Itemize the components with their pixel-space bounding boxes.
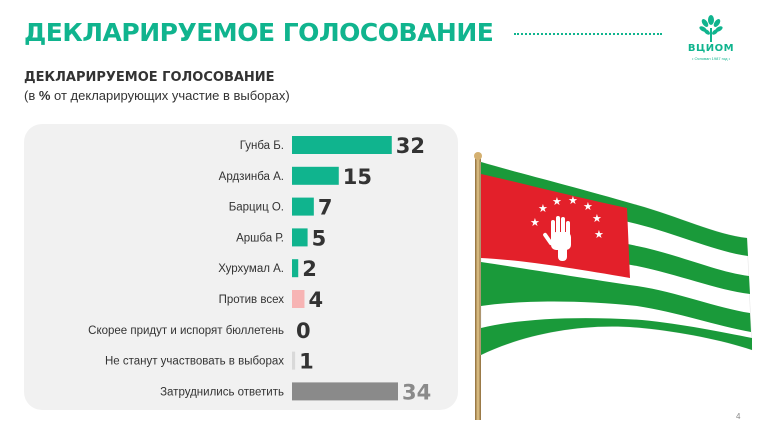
- svg-text:★: ★: [552, 195, 562, 208]
- value-label: 4: [308, 288, 323, 312]
- page-number: 4: [736, 412, 741, 421]
- logo-tagline: • Основан 1987 год •: [691, 56, 731, 61]
- title-divider: [514, 33, 662, 35]
- chart-panel: Гунба Б. 32 Ардзинба А. 15 Барциц О. 7 Аршба Р…: [24, 124, 458, 410]
- category-label: Против всех: [219, 294, 285, 306]
- category-label: Ардзинба А.: [219, 171, 284, 183]
- category-label: Аршба Р.: [236, 232, 284, 244]
- bar: [292, 290, 305, 308]
- category-label: Барциц О.: [229, 202, 284, 214]
- svg-text:★: ★: [538, 202, 548, 215]
- tree-logo-icon: [699, 15, 723, 42]
- category-label: Скорее придут и испорят бюллетень: [88, 325, 284, 337]
- abkhazia-flag-image: ★ ★ ★ ★ ★ ★ ★: [474, 152, 753, 420]
- slide-title: ДЕКЛАРИРУЕМОЕ ГОЛОСОВАНИЕ: [24, 18, 494, 47]
- category-label: Не станут участвовать в выборах: [105, 356, 284, 368]
- bar: [292, 351, 296, 370]
- bar: [292, 197, 314, 216]
- svg-text:★: ★: [583, 200, 593, 213]
- value-label: 5: [312, 226, 327, 250]
- svg-text:★: ★: [568, 194, 578, 207]
- vciom-logo: ВЦИОМ • Основан 1987 год •: [676, 14, 746, 64]
- bar: [292, 136, 392, 154]
- value-label: 0: [296, 319, 311, 343]
- svg-text:★: ★: [592, 212, 602, 225]
- bar: [292, 259, 299, 278]
- percent-sign: %: [38, 88, 51, 103]
- value-label: 2: [302, 257, 317, 281]
- chart-subtitle: (в % от декларирующих участие в выборах): [24, 88, 290, 103]
- bar: [292, 228, 308, 247]
- bar: [292, 382, 398, 401]
- svg-text:★: ★: [530, 216, 540, 229]
- value-label: 34: [402, 380, 431, 404]
- logo-name: ВЦИОМ: [687, 43, 735, 54]
- chart-title: ДЕКЛАРИРУЕМОЕ ГОЛОСОВАНИЕ: [24, 70, 275, 85]
- value-label: 7: [318, 196, 333, 220]
- bar: [292, 166, 339, 185]
- value-label: 32: [396, 134, 425, 158]
- svg-text:★: ★: [594, 228, 604, 241]
- value-label: 1: [299, 350, 314, 374]
- value-label: 15: [343, 165, 372, 189]
- category-label: Гунба Б.: [240, 140, 284, 152]
- category-label: Хурхумал А.: [218, 263, 284, 275]
- category-label: Затруднились ответить: [160, 386, 284, 398]
